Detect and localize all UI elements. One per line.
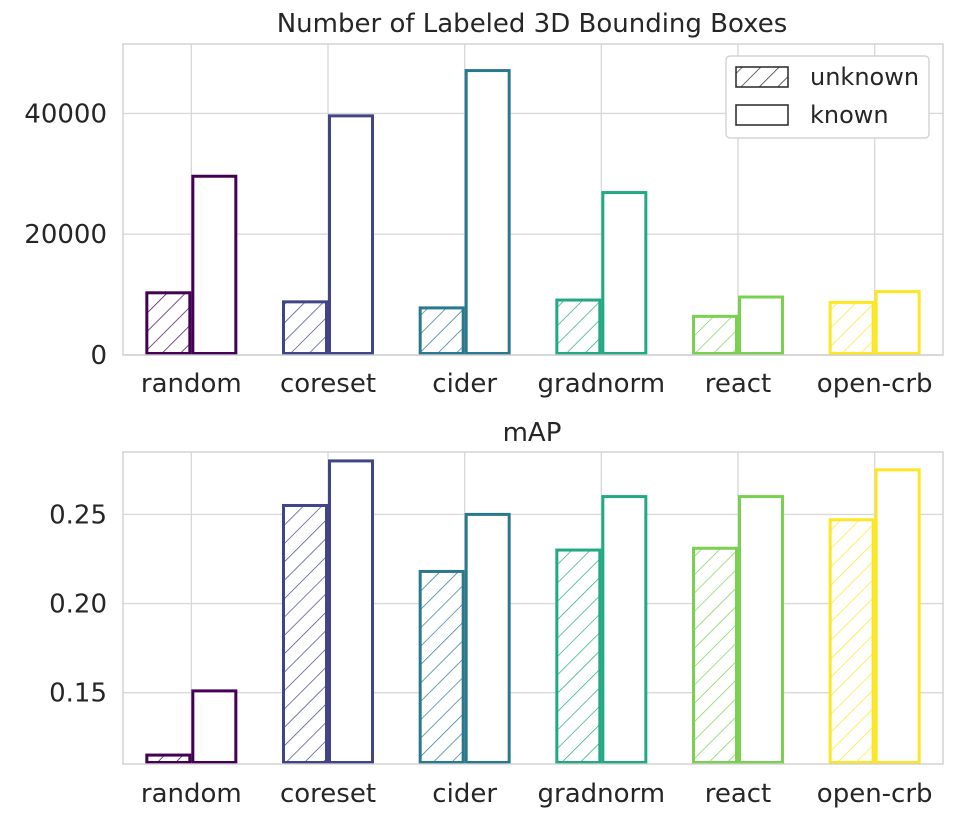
y-tick-label: 0.25 [49,500,107,530]
bar-known-gradnorm [601,191,648,355]
bar-unknown-open-crb [828,300,875,355]
legend: unknown known [725,55,930,139]
x-tick-label: coreset [280,369,376,399]
x-tick-label: cider [432,369,497,399]
x-tick-label: open-crb [817,369,933,399]
map-chart: mAP 0.15 0.20 0.25 random coreset cider gradn… [49,418,944,809]
x-tick-label: react [705,779,772,809]
bar-unknown-random [145,291,192,355]
bar-known-open-crb [874,468,921,764]
x-tick-label: coreset [280,779,376,809]
bar-known-react [738,295,784,356]
bar-unknown-cider [418,569,465,764]
bar-unknown-coreset [282,300,328,355]
x-tick-label: gradnorm [538,779,666,809]
legend-swatch-unknown [735,66,789,88]
bar-unknown-react [692,546,738,764]
x-tick-label: random [141,369,242,399]
bar-unknown-gradnorm [555,298,602,355]
bar-known-gradnorm [601,495,648,764]
x-tick-label: open-crb [817,779,933,809]
bar-unknown-open-crb [828,518,875,765]
bar-known-cider [464,512,511,765]
y-tick-label: 0.15 [49,679,107,709]
chart-title: mAP [503,418,562,448]
legend-label-unknown: unknown [810,63,919,91]
bar-known-coreset [328,459,374,764]
bar-unknown-random [145,753,192,764]
y-tick-label: 40000 [24,99,107,129]
y-axis-ticks: 0 20000 40000 [24,99,107,371]
bbox-count-chart: Number of Labeled 3D Bounding Boxes 0 200… [24,9,944,399]
bar-known-random [191,689,238,764]
bars [145,459,921,765]
bar-unknown-coreset [282,503,328,764]
chart-title: Number of Labeled 3D Bounding Boxes [277,9,788,39]
x-tick-label: cider [432,779,497,809]
bar-known-random [191,174,238,355]
legend-swatch-known [735,104,789,126]
bar-known-cider [464,69,511,356]
grid [123,452,943,764]
bar-known-coreset [328,114,374,355]
bar-unknown-react [692,314,738,356]
x-axis-ticks: random coreset cider gradnorm react open-crb [141,779,933,809]
plot-frame [122,43,944,356]
x-tick-label: random [141,779,242,809]
y-tick-label: 20000 [24,220,107,250]
y-tick-label: 0 [90,341,107,371]
legend-label-known: known [810,101,889,129]
bar-unknown-cider [418,306,465,356]
bar-unknown-gradnorm [555,548,602,764]
x-tick-label: react [705,369,772,399]
y-axis-ticks: 0.15 0.20 0.25 [49,500,107,708]
bar-known-open-crb [874,290,921,355]
bars [145,69,921,356]
y-tick-label: 0.20 [49,590,107,620]
x-tick-label: gradnorm [538,369,666,399]
x-axis-ticks: random coreset cider gradnorm react open-crb [141,369,933,399]
bar-known-react [738,495,784,764]
plot-frame [122,451,944,765]
